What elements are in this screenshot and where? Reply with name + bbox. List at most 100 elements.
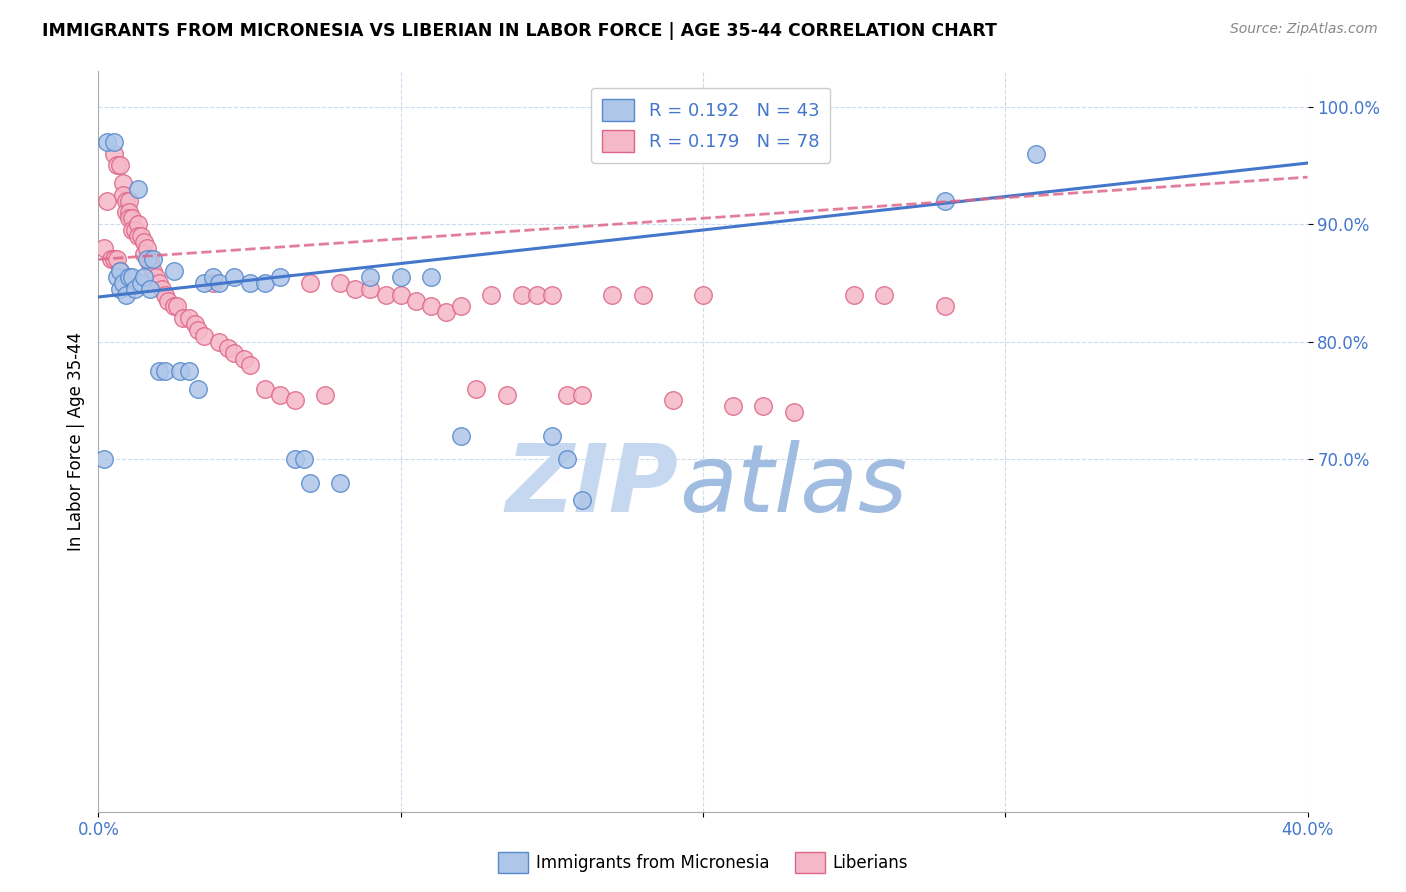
Point bbox=[93, 241, 115, 255]
Point bbox=[124, 282, 146, 296]
Point bbox=[108, 264, 131, 278]
Point bbox=[540, 287, 562, 301]
Point bbox=[420, 299, 443, 313]
Point bbox=[135, 241, 157, 255]
Point bbox=[692, 287, 714, 301]
Point bbox=[344, 282, 367, 296]
Point bbox=[111, 276, 134, 290]
Point bbox=[96, 135, 118, 149]
Point bbox=[187, 382, 209, 396]
Point bbox=[202, 270, 225, 285]
Point bbox=[284, 393, 307, 408]
Point bbox=[148, 364, 170, 378]
Point bbox=[118, 270, 141, 285]
Point bbox=[450, 428, 472, 442]
Point bbox=[224, 270, 246, 285]
Point bbox=[142, 264, 165, 278]
Point bbox=[299, 475, 322, 490]
Point bbox=[420, 270, 443, 285]
Point bbox=[526, 287, 548, 301]
Point bbox=[873, 287, 896, 301]
Point bbox=[135, 252, 157, 267]
Point bbox=[405, 293, 427, 308]
Point bbox=[114, 194, 136, 208]
Point bbox=[142, 252, 165, 267]
Point bbox=[169, 364, 191, 378]
Point bbox=[124, 223, 146, 237]
Point bbox=[510, 287, 533, 301]
Point bbox=[108, 264, 131, 278]
Point bbox=[121, 211, 143, 226]
Point bbox=[93, 452, 115, 467]
Point bbox=[269, 270, 291, 285]
Point bbox=[127, 182, 149, 196]
Point bbox=[111, 187, 134, 202]
Point bbox=[187, 323, 209, 337]
Point bbox=[145, 270, 167, 285]
Point bbox=[631, 287, 654, 301]
Point bbox=[465, 382, 488, 396]
Point bbox=[253, 382, 276, 396]
Point bbox=[103, 146, 125, 161]
Point bbox=[139, 258, 162, 272]
Point bbox=[232, 352, 254, 367]
Text: Source: ZipAtlas.com: Source: ZipAtlas.com bbox=[1230, 22, 1378, 37]
Point bbox=[844, 287, 866, 301]
Text: ZIP: ZIP bbox=[506, 440, 679, 532]
Point bbox=[103, 252, 125, 267]
Point bbox=[179, 311, 201, 326]
Point bbox=[139, 252, 162, 267]
Point bbox=[934, 299, 956, 313]
Point bbox=[129, 228, 152, 243]
Point bbox=[105, 252, 128, 267]
Point bbox=[129, 276, 152, 290]
Point bbox=[571, 493, 593, 508]
Point bbox=[571, 387, 593, 401]
Point bbox=[103, 135, 125, 149]
Point bbox=[139, 282, 162, 296]
Point bbox=[602, 287, 624, 301]
Point bbox=[360, 282, 382, 296]
Point bbox=[389, 270, 412, 285]
Point bbox=[540, 428, 562, 442]
Point bbox=[148, 276, 170, 290]
Point bbox=[239, 276, 262, 290]
Point bbox=[193, 328, 215, 343]
Point bbox=[208, 276, 231, 290]
Point bbox=[118, 205, 141, 219]
Point bbox=[193, 276, 215, 290]
Point bbox=[163, 264, 186, 278]
Point bbox=[752, 399, 775, 413]
Point bbox=[127, 217, 149, 231]
Point bbox=[555, 452, 578, 467]
Point bbox=[329, 276, 352, 290]
Point bbox=[172, 311, 194, 326]
Point bbox=[314, 387, 336, 401]
Point bbox=[121, 270, 143, 285]
Point bbox=[1024, 146, 1046, 161]
Point bbox=[661, 393, 683, 408]
Point bbox=[108, 282, 131, 296]
Point bbox=[934, 194, 956, 208]
Point bbox=[118, 194, 141, 208]
Point bbox=[495, 387, 517, 401]
Point bbox=[202, 276, 225, 290]
Point bbox=[100, 252, 122, 267]
Point bbox=[239, 358, 262, 372]
Point bbox=[292, 452, 315, 467]
Point bbox=[253, 276, 276, 290]
Point bbox=[224, 346, 246, 360]
Point bbox=[121, 223, 143, 237]
Point bbox=[269, 387, 291, 401]
Point bbox=[114, 205, 136, 219]
Point bbox=[132, 246, 155, 260]
Point bbox=[127, 228, 149, 243]
Point bbox=[150, 282, 173, 296]
Point bbox=[156, 293, 179, 308]
Point bbox=[132, 235, 155, 249]
Point bbox=[153, 287, 176, 301]
Point bbox=[217, 341, 239, 355]
Text: IMMIGRANTS FROM MICRONESIA VS LIBERIAN IN LABOR FORCE | AGE 35-44 CORRELATION CH: IMMIGRANTS FROM MICRONESIA VS LIBERIAN I… bbox=[42, 22, 997, 40]
Point bbox=[179, 364, 201, 378]
Point bbox=[96, 194, 118, 208]
